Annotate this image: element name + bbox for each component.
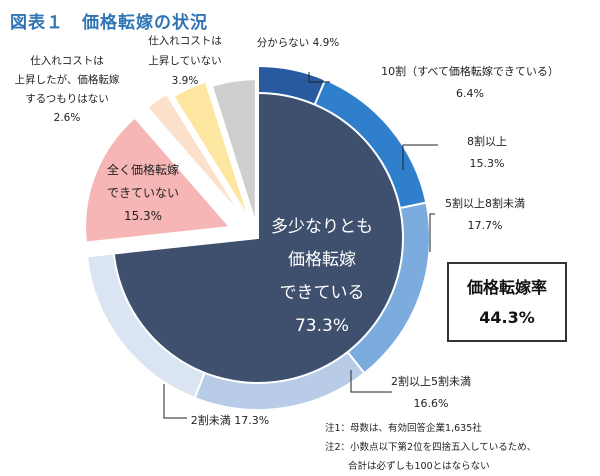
note-1: 注1：母数は、有効回答企業1,635社 bbox=[325, 423, 482, 434]
slice-2 bbox=[145, 92, 244, 218]
slice-0-label-line-1: 価格転嫁 bbox=[288, 250, 356, 270]
ring-label-0: 10割（すべて価格転嫁できている） bbox=[381, 64, 559, 78]
slice-1-label-line-0: 全く価格転嫁 bbox=[107, 162, 179, 177]
ring-label-3: 2割以上5割未満 bbox=[391, 374, 471, 388]
slice-2-value: 2.6% bbox=[54, 112, 81, 124]
ring-value-2: 17.7% bbox=[468, 219, 503, 232]
slice-1-label-line-1: できていない bbox=[107, 186, 179, 200]
rate-label: 価格転嫁率 bbox=[466, 278, 547, 297]
note-2: 注2：小数点以下第2位を四捨五入しているため、 bbox=[325, 442, 537, 453]
slice-4-label: 分からない 4.9% bbox=[257, 37, 340, 49]
slice-3 bbox=[172, 80, 251, 221]
slice-3-label-line-0: 仕入れコストは bbox=[148, 34, 222, 47]
slice-0-value: 73.3% bbox=[295, 316, 349, 336]
ring-value-1: 15.3% bbox=[470, 157, 505, 170]
slice-4 bbox=[210, 78, 257, 225]
slice-3-value: 3.9% bbox=[172, 75, 199, 87]
slice-0 bbox=[112, 91, 404, 384]
ring-leader-1 bbox=[402, 144, 438, 170]
pass-through-rate-box: 価格転嫁率 44.3% bbox=[447, 262, 567, 342]
slice-0-label-line-2: できている bbox=[280, 283, 365, 303]
ring-label-1: 8割以上 bbox=[467, 134, 507, 148]
ring-leader-0 bbox=[308, 72, 330, 83]
slice-2-label-line-0: 仕入れコストは bbox=[30, 54, 104, 67]
rate-value: 44.3% bbox=[479, 308, 535, 327]
slice-0-label-line-0: 多少なりとも bbox=[271, 217, 373, 237]
ring-value-0: 6.4% bbox=[456, 87, 484, 100]
ring-leader-4 bbox=[163, 384, 187, 419]
ring-leader-3 bbox=[350, 370, 392, 393]
figure-number: 図表１ bbox=[10, 13, 64, 33]
ring-label-2: 5割以上8割未満 bbox=[445, 196, 525, 210]
slice-3-label-line-1: 上昇していない bbox=[148, 55, 221, 67]
ring-leader-2 bbox=[429, 213, 435, 252]
slice-2-label-line-1: 上昇したが、価格転嫁 bbox=[15, 73, 120, 86]
slice-1 bbox=[84, 116, 233, 244]
ring-value-3: 16.6% bbox=[414, 397, 449, 410]
slice-1-value: 15.3% bbox=[124, 209, 162, 223]
footnotes: 注1：母数は、有効回答企業1,635社 注2：小数点以下第2位を四捨五入している… bbox=[325, 419, 536, 476]
chart-title: 図表１ 価格転嫁の状況 bbox=[10, 8, 208, 33]
figure-title: 価格転嫁の状況 bbox=[82, 13, 208, 33]
note-2-continued: 合計は必ずしも100とはならない bbox=[348, 461, 490, 472]
ring-label-4: 2割未満 17.3% bbox=[191, 413, 269, 427]
slice-2-label-line-2: するつもりはない bbox=[25, 93, 109, 105]
